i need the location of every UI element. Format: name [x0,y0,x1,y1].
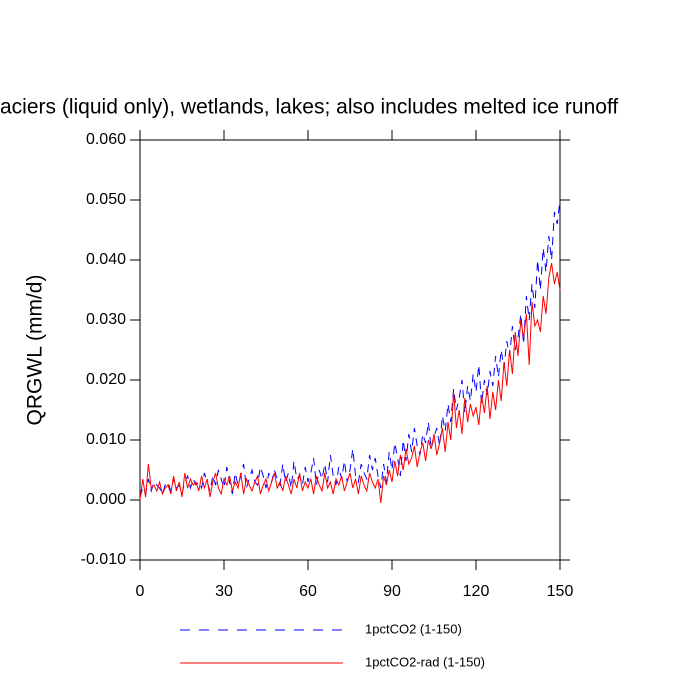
legend-label: 1pctCO2-rad (1-150) [365,654,485,669]
x-tick-label: 60 [299,583,317,600]
x-tick-label: 120 [463,583,490,600]
y-tick-label: 0.050 [86,191,126,208]
y-tick-label: 0.020 [86,371,126,388]
y-tick-label: 0.040 [86,251,126,268]
plot-frame [139,139,561,561]
y-axis-label: QRGWL (mm/d) [24,275,47,426]
chart-title: aciers (liquid only), wetlands, lakes; a… [0,96,618,119]
y-tick-label: -0.010 [81,551,126,568]
series-line [139,262,561,504]
x-tick-label: 30 [215,583,233,600]
x-tick-label: 90 [383,583,401,600]
series-line [139,199,561,498]
y-tick-label: 0.060 [86,131,126,148]
legend-label: 1pctCO2 (1-150) [365,621,462,636]
y-tick-label: 0.010 [86,431,126,448]
y-tick-label: 0.000 [86,491,126,508]
y-tick-label: 0.030 [86,311,126,328]
x-tick-label: 150 [547,583,574,600]
x-tick-label: 0 [136,583,145,600]
